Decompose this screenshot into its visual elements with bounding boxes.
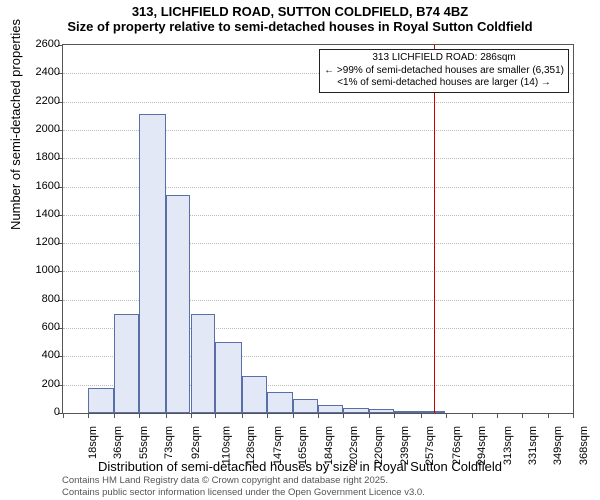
y-tick-label: 400: [12, 349, 60, 361]
y-tick-label: 800: [12, 293, 60, 305]
annotation-line2: ← >99% of semi-detached houses are small…: [324, 65, 564, 78]
y-tick-label: 2400: [12, 66, 60, 78]
x-tick-label: 73sqm: [163, 426, 175, 459]
annotation-line1: 313 LICHFIELD ROAD: 286sqm: [324, 52, 564, 65]
y-tick-label: 1600: [12, 180, 60, 192]
x-tick-mark: [343, 413, 344, 418]
x-tick-mark: [88, 413, 89, 418]
y-tick-label: 2600: [12, 38, 60, 50]
y-tick-label: 1800: [12, 151, 60, 163]
histogram-bar: [343, 408, 369, 413]
x-tick-mark: [267, 413, 268, 418]
x-tick-label: 18sqm: [87, 426, 99, 459]
x-tick-mark: [548, 413, 549, 418]
histogram-bar: [215, 342, 241, 413]
y-tick-label: 600: [12, 321, 60, 333]
histogram-bar: [267, 392, 293, 413]
attribution: Contains HM Land Registry data © Crown c…: [62, 475, 425, 498]
chart-container: 313, LICHFIELD ROAD, SUTTON COLDFIELD, B…: [0, 0, 600, 500]
plot-area: 313 LICHFIELD ROAD: 286sqm ← >99% of sem…: [62, 44, 574, 414]
attribution-line1: Contains HM Land Registry data © Crown c…: [62, 475, 425, 486]
annotation-box: 313 LICHFIELD ROAD: 286sqm ← >99% of sem…: [319, 49, 569, 93]
x-tick-mark: [497, 413, 498, 418]
y-tick-label: 2000: [12, 123, 60, 135]
y-tick-label: 200: [12, 378, 60, 390]
y-tick-label: 1000: [12, 264, 60, 276]
histogram-bar: [242, 376, 267, 413]
annotation-line3: <1% of semi-detached houses are larger (…: [324, 77, 564, 90]
histogram-bar: [88, 388, 114, 413]
histogram-bar: [369, 409, 394, 413]
x-tick-mark: [318, 413, 319, 418]
y-tick-label: 1400: [12, 208, 60, 220]
histogram-bar: [114, 314, 139, 413]
histogram-bar: [421, 411, 446, 413]
x-tick-label: 55sqm: [138, 426, 150, 459]
x-tick-mark: [139, 413, 140, 418]
title-line1: 313, LICHFIELD ROAD, SUTTON COLDFIELD, B…: [0, 4, 600, 19]
title-line2: Size of property relative to semi-detach…: [0, 19, 600, 34]
histogram-bar: [191, 314, 216, 413]
x-tick-mark: [394, 413, 395, 418]
x-tick-mark: [421, 413, 422, 418]
marker-line: [434, 45, 435, 413]
x-tick-mark: [293, 413, 294, 418]
x-tick-mark: [369, 413, 370, 418]
histogram-bar: [394, 411, 420, 413]
histogram-bar: [318, 405, 343, 413]
x-tick-mark: [472, 413, 473, 418]
x-tick-label: 36sqm: [112, 426, 124, 459]
x-tick-mark: [446, 413, 447, 418]
x-tick-mark: [242, 413, 243, 418]
x-tick-mark: [63, 413, 64, 418]
x-tick-mark: [522, 413, 523, 418]
y-tick-label: 0: [12, 406, 60, 418]
x-tick-mark: [114, 413, 115, 418]
x-tick-mark: [573, 413, 574, 418]
y-tick-label: 2200: [12, 95, 60, 107]
x-tick-mark: [191, 413, 192, 418]
x-axis-label: Distribution of semi-detached houses by …: [0, 459, 600, 474]
x-tick-label: 92sqm: [190, 426, 202, 459]
grid-line: [63, 102, 573, 103]
y-tick-label: 1200: [12, 236, 60, 248]
x-tick-mark: [166, 413, 167, 418]
attribution-line2: Contains public sector information licen…: [62, 487, 425, 498]
histogram-bar: [293, 399, 318, 413]
x-tick-mark: [215, 413, 216, 418]
title-block: 313, LICHFIELD ROAD, SUTTON COLDFIELD, B…: [0, 4, 600, 34]
histogram-bar: [139, 114, 165, 413]
histogram-bar: [166, 195, 191, 413]
